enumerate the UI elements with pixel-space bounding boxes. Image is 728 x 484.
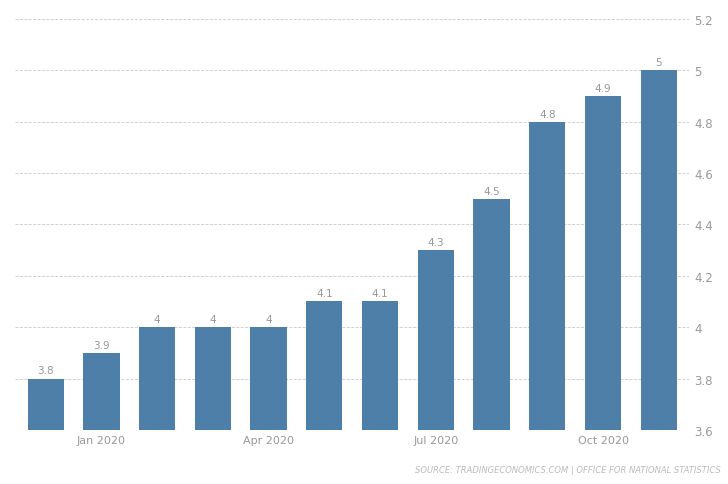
Text: 3.8: 3.8 bbox=[37, 366, 54, 376]
Bar bbox=[83, 353, 119, 484]
Bar bbox=[585, 97, 621, 484]
Text: 3.9: 3.9 bbox=[93, 340, 110, 350]
Text: 5: 5 bbox=[655, 58, 662, 68]
Bar bbox=[473, 199, 510, 484]
Bar bbox=[306, 302, 342, 484]
Bar bbox=[195, 328, 231, 484]
Bar bbox=[641, 71, 677, 484]
Text: 4.9: 4.9 bbox=[595, 84, 612, 94]
Text: 4: 4 bbox=[265, 315, 272, 324]
Text: 4.1: 4.1 bbox=[316, 289, 333, 299]
Text: 4: 4 bbox=[154, 315, 160, 324]
Bar bbox=[139, 328, 175, 484]
Text: 4.3: 4.3 bbox=[427, 238, 444, 247]
Text: 4: 4 bbox=[210, 315, 216, 324]
Bar bbox=[250, 328, 287, 484]
Bar bbox=[28, 379, 64, 484]
Text: SOURCE: TRADINGECONOMICS.COM | OFFICE FOR NATIONAL STATISTICS: SOURCE: TRADINGECONOMICS.COM | OFFICE FO… bbox=[415, 465, 721, 474]
Text: 4.5: 4.5 bbox=[483, 186, 500, 197]
Text: 4.1: 4.1 bbox=[372, 289, 388, 299]
Text: 4.8: 4.8 bbox=[539, 109, 555, 120]
Bar bbox=[418, 251, 454, 484]
Bar bbox=[362, 302, 398, 484]
Bar bbox=[529, 122, 566, 484]
